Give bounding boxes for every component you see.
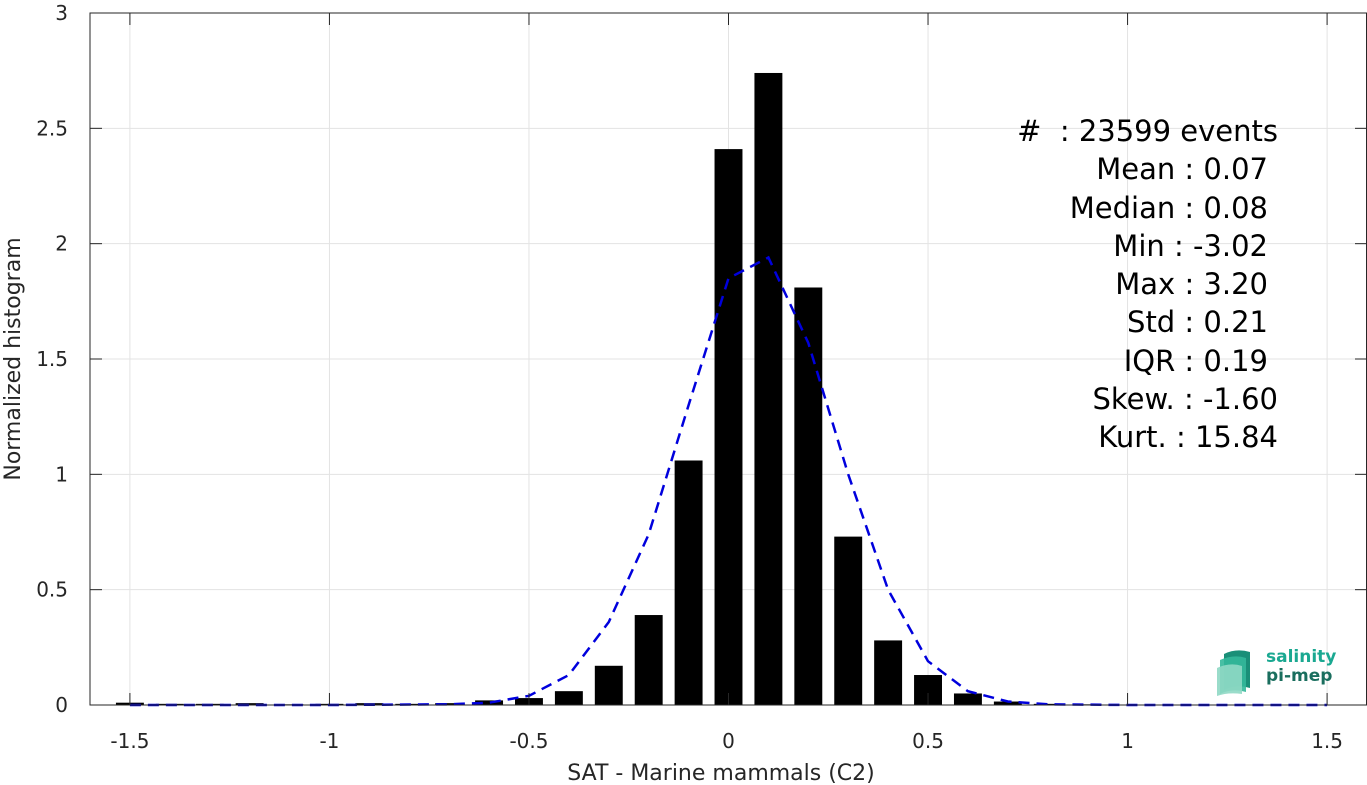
logo-text-salinity: salinity: [1266, 647, 1337, 667]
axis-ticks: -1.5 -1 -0.5 0 0.5 1 1.5 0 0.5 1 1.5 2 2.5 3: [36, 1, 1367, 753]
wave-logo-icon: [1217, 650, 1250, 696]
y-axis-label: Normalized histogram: [1, 237, 26, 480]
x-tick-label: -0.5: [509, 729, 548, 753]
stat-kurt: Kurt. : 15.84: [1098, 420, 1278, 455]
histogram-bar: [634, 615, 663, 705]
stat-iqr: IQR : 0.19: [1123, 343, 1268, 378]
stat-std: Std : 0.21: [1127, 305, 1268, 340]
x-tick-label: 0: [722, 729, 735, 753]
histogram-bar: [754, 72, 783, 706]
y-tick-label: 2.5: [36, 116, 68, 140]
histogram-bar: [674, 460, 703, 705]
stat-skew: Skew. : -1.60: [1092, 382, 1278, 417]
x-tick-label: 1.5: [1311, 729, 1343, 753]
histogram-bar: [435, 703, 464, 705]
histogram-bar: [235, 703, 264, 705]
histogram-bar: [594, 665, 623, 705]
histogram-bar: [794, 287, 823, 705]
logo-text-pimep: pi-mep: [1266, 666, 1333, 686]
salinity-pimep-logo: salinity pi-mep: [1216, 646, 1346, 696]
histogram-bar: [874, 640, 903, 705]
stat-min: Min : -3.02: [1113, 228, 1268, 263]
x-tick-label: 0.5: [912, 729, 944, 753]
fit-curve: [129, 255, 1328, 707]
y-tick-label: 0.5: [36, 578, 68, 602]
stat-median: Median : 0.08: [1069, 190, 1268, 225]
statistics-box: # : 23599 events Mean : 0.07 Median : 0.…: [1017, 112, 1278, 457]
histogram-bar: [714, 149, 743, 706]
histogram-bar: [834, 536, 863, 705]
x-axis-label: SAT - Marine mammals (C2): [567, 761, 875, 785]
y-tick-label: 0: [55, 693, 68, 717]
x-tick-label: -1: [319, 729, 339, 753]
x-tick-label: 1: [1121, 729, 1134, 753]
stat-mean: Mean : 0.07: [1096, 152, 1268, 187]
stat-max: Max : 3.20: [1115, 267, 1268, 302]
y-tick-label: 1.5: [36, 347, 68, 371]
histogram-bar: [953, 693, 982, 705]
y-tick-label: 3: [55, 1, 68, 25]
histogram-bars: [115, 72, 1342, 706]
histogram-bar: [993, 701, 1022, 705]
histogram-bar: [554, 691, 583, 705]
histogram-bar: [1033, 703, 1062, 705]
y-tick-label: 1: [55, 462, 68, 486]
histogram-bar: [475, 700, 504, 705]
y-tick-label: 2: [55, 232, 68, 256]
x-tick-label: -1.5: [110, 729, 149, 753]
stat-count: # : 23599 events: [1017, 114, 1278, 148]
